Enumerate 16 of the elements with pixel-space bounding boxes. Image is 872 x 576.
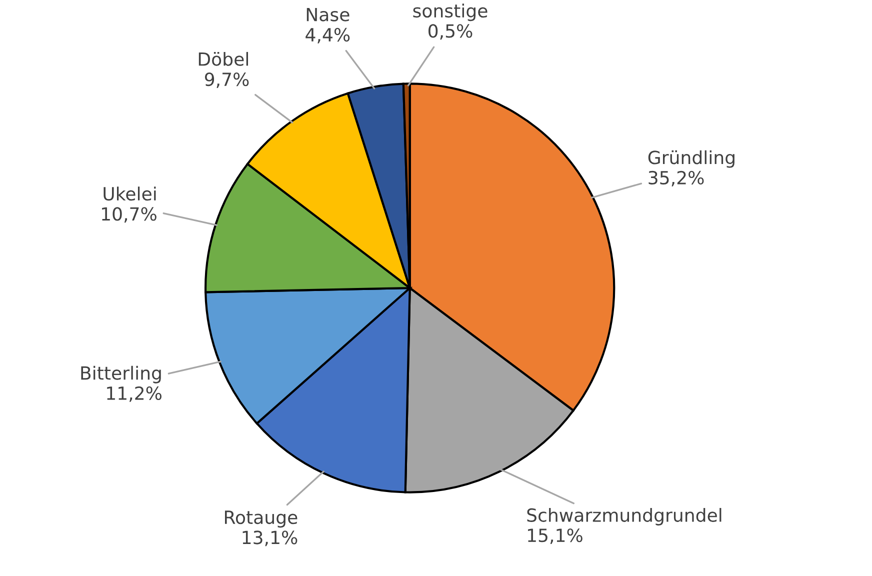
data-label: 13,1% <box>242 530 298 546</box>
slice-label: sonstige <box>413 4 488 22</box>
slice-label: Nase <box>306 8 350 22</box>
data-label: 4,4% <box>306 28 350 44</box>
slice-label: Schwarzmundgrundel <box>527 508 722 526</box>
data-label: 11,2% <box>107 386 162 402</box>
data-label: 10,7% <box>102 207 156 223</box>
slice-label: Bitterling <box>81 366 161 384</box>
data-label: 0,5% <box>428 24 472 40</box>
slice-label: Ukelei <box>104 186 156 201</box>
data-label: 35,2% <box>648 170 704 186</box>
data-label: 15,1% <box>528 528 582 544</box>
slice-label: Gründling <box>648 150 734 168</box>
data-label: 9,7% <box>204 72 249 88</box>
slice-label: Rotauge <box>225 510 298 528</box>
slice-label: Döbel <box>198 52 248 66</box>
